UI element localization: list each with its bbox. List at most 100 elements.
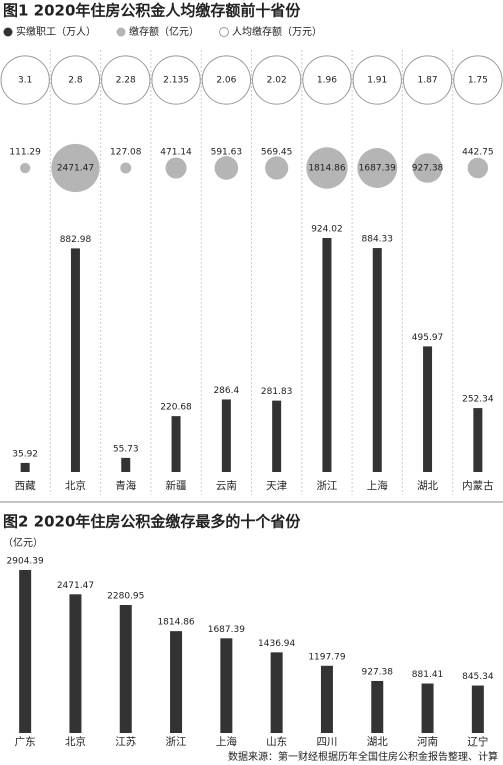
value-label: 2.02 — [267, 76, 287, 86]
bubble — [51, 143, 100, 193]
value-label: 881.41 — [412, 670, 444, 680]
value-label: 286.4 — [213, 386, 239, 396]
bubble — [214, 156, 239, 180]
value-label: 1436.94 — [258, 639, 295, 649]
bar — [372, 248, 382, 472]
ring — [252, 55, 302, 105]
value-label: 1.87 — [418, 76, 438, 86]
x-tick-label: 浙江 — [166, 736, 187, 748]
bar — [473, 408, 483, 472]
x-tick-label: 江苏 — [115, 735, 136, 748]
bar — [119, 604, 132, 733]
value-label: 1814.86 — [157, 618, 194, 628]
bar — [270, 652, 283, 733]
value-label: 220.68 — [160, 403, 192, 413]
value-label: 252.34 — [462, 395, 494, 405]
bubble — [165, 157, 187, 179]
value-label: 2471.47 — [57, 581, 94, 591]
value-label: 924.02 — [311, 225, 343, 235]
bar — [320, 665, 333, 733]
legend-swatch — [116, 27, 126, 37]
x-tick-label: 湖北 — [417, 480, 438, 492]
x-tick-label: 浙江 — [316, 480, 337, 492]
ring — [302, 55, 352, 105]
x-tick-label: 河南 — [417, 735, 438, 748]
value-label: 1687.39 — [359, 164, 396, 174]
bar — [471, 685, 484, 733]
value-label: 1.91 — [367, 76, 387, 86]
value-label: 2280.95 — [107, 591, 144, 601]
bar — [322, 238, 332, 472]
value-label: 927.38 — [412, 164, 444, 174]
value-label: 2.06 — [216, 76, 236, 86]
x-tick-label: 上海 — [216, 735, 237, 748]
source: 数据来源：第一财经根据历年全国住房公积金报告整理、计算 — [228, 750, 498, 763]
value-label: 884.33 — [362, 235, 394, 245]
legend-label: 人均缴存额（万元） — [232, 25, 322, 38]
bar — [69, 594, 82, 733]
axis-unit: （亿元） — [3, 536, 43, 549]
value-label: 471.14 — [160, 148, 192, 158]
bar — [220, 638, 233, 733]
legend-label: 实缴职工（万人） — [16, 25, 96, 38]
value-label: 882.98 — [60, 235, 92, 245]
ring — [453, 55, 503, 105]
value-label: 1.96 — [317, 76, 337, 86]
value-label: 1.75 — [468, 76, 488, 86]
x-tick-label: 辽宁 — [467, 735, 488, 748]
value-label: 845.34 — [462, 672, 494, 682]
bar — [171, 416, 181, 472]
bubble — [357, 148, 398, 188]
bar — [19, 570, 32, 733]
bubble — [467, 157, 489, 179]
ring — [151, 55, 201, 105]
value-label: 55.73 — [113, 444, 139, 454]
ring — [402, 55, 453, 105]
x-tick-label: 四川 — [316, 736, 337, 748]
x-tick-label: 广东 — [15, 735, 36, 748]
value-label: 2904.39 — [7, 557, 44, 567]
x-tick-label: 北京 — [65, 735, 86, 748]
ring — [50, 55, 101, 105]
value-label: 591.63 — [211, 148, 243, 158]
x-tick-label: 北京 — [65, 479, 86, 492]
bar — [421, 683, 434, 733]
x-tick-label: 山东 — [266, 735, 287, 748]
value-label: 2471.47 — [57, 164, 94, 174]
bar — [20, 462, 30, 472]
bar — [221, 399, 231, 472]
bubble — [120, 162, 132, 174]
value-label: 1197.79 — [308, 652, 345, 662]
legend-swatch — [3, 27, 13, 37]
ring — [101, 55, 151, 105]
bubble — [306, 147, 348, 189]
x-tick-label: 天津 — [266, 480, 287, 492]
legend-swatch — [219, 27, 229, 37]
bubble — [265, 156, 289, 180]
ring — [0, 55, 50, 105]
bubble — [412, 153, 443, 183]
x-tick-label: 上海 — [367, 479, 388, 492]
ring — [352, 55, 402, 105]
value-label: 442.75 — [462, 148, 494, 158]
x-tick-label: 湖北 — [367, 736, 388, 748]
chart-title: 图1 2020年住房公积金人均缴存额前十省份 — [3, 2, 301, 20]
value-label: 2.135 — [163, 76, 189, 86]
x-tick-label: 西藏 — [15, 480, 36, 492]
value-label: 3.1 — [18, 76, 32, 86]
chart-title: 图2 2020年住房公积金缴存最多的十个省份 — [3, 513, 301, 531]
value-label: 495.97 — [412, 333, 444, 343]
value-label: 281.83 — [261, 387, 293, 397]
value-label: 1814.86 — [308, 164, 345, 174]
value-label: 2.28 — [116, 76, 136, 86]
bar — [121, 457, 131, 472]
bar — [423, 346, 433, 472]
bar — [70, 248, 80, 472]
legend-label: 缴存额（亿元） — [129, 25, 199, 38]
bar — [170, 631, 183, 733]
value-label: 111.29 — [9, 148, 41, 158]
value-label: 927.38 — [362, 667, 394, 677]
bubble — [20, 162, 31, 174]
